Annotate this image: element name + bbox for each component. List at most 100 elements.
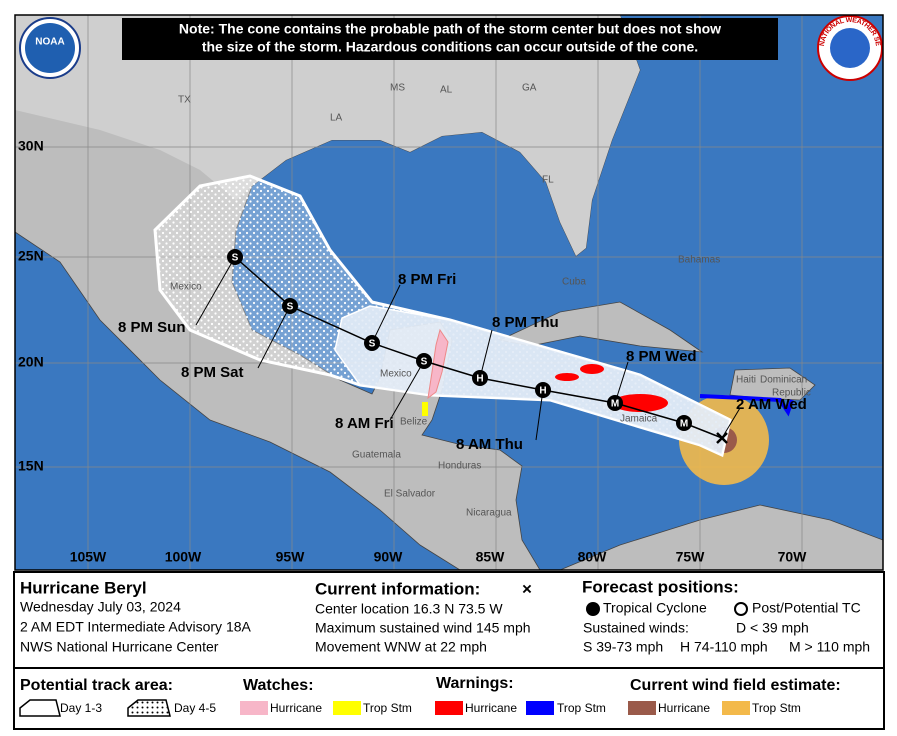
place-label: Dominican (760, 375, 807, 386)
us-land (15, 15, 640, 256)
place-label: Belize (400, 417, 428, 428)
noaa-text: NOAA (35, 37, 64, 48)
storm-line: Wednesday July 03, 2024 (20, 599, 181, 615)
noaa-logo-inner (25, 23, 75, 73)
place-label: Nicaragua (466, 508, 512, 519)
place-label: LA (330, 113, 343, 124)
place-label: Haiti (736, 375, 756, 386)
point-letter: S (232, 253, 239, 264)
place-label: Cuba (562, 277, 586, 288)
legend-item: Trop Stm (363, 701, 412, 715)
legend-item: Hurricane (658, 701, 710, 715)
lon-label: 100W (165, 549, 202, 565)
current-position (716, 432, 728, 444)
forecast-label: 8 AM Fri (335, 415, 394, 432)
day13-swatch (19, 699, 61, 717)
place-label: Guatemala (352, 450, 401, 461)
place-label: Republic (772, 388, 811, 399)
forecast-key: H 74-110 mph (680, 639, 768, 655)
forecast-label: 8 PM Wed (626, 348, 697, 365)
leader-lines (195, 256, 741, 441)
trop-storm-watch (422, 402, 428, 416)
point-letter: M (680, 419, 688, 430)
forecast-key: D < 39 mph (736, 620, 809, 636)
forecast-key: S 39-73 mph (583, 639, 663, 655)
wind-swatch (628, 701, 656, 715)
place-label: Mexico (170, 282, 202, 293)
lat-label: 30N (18, 138, 44, 154)
map: M M H H S S S S TX LA MS AL GA FL Mexico… (15, 15, 883, 570)
lon-label: 75W (676, 549, 706, 565)
current-line: Movement WNW at 22 mph (315, 639, 487, 655)
place-label: FL (542, 175, 554, 186)
lat-label: 15N (18, 458, 44, 474)
forecast-key: Post/Potential TC (752, 600, 861, 616)
legend-heading: Potential track area: (20, 677, 173, 694)
forecast-label: 8 AM Thu (456, 436, 523, 453)
current-symbol: × (522, 579, 532, 598)
lon-label: 70W (778, 549, 808, 565)
forecast-points (227, 249, 692, 431)
legend-heading: Current wind field estimate: (630, 677, 841, 694)
place-label: Mexico (380, 369, 412, 380)
lon-label: 85W (476, 549, 506, 565)
point-letter: H (476, 374, 483, 385)
tc-symbol (586, 602, 600, 616)
place-label: MS (390, 83, 405, 94)
place-label: El Salvador (384, 489, 436, 500)
place-label: Honduras (438, 461, 481, 472)
place-label: Jamaica (620, 414, 658, 425)
lon-label: 105W (70, 549, 107, 565)
forecast-label: 2 AM Wed (736, 396, 807, 413)
storm-name: Hurricane Beryl (20, 578, 147, 597)
watch-swatch (333, 701, 361, 715)
day45-swatch (127, 699, 171, 717)
map-frame (14, 14, 884, 571)
legend-item: Day 1-3 (60, 701, 102, 715)
legend-item: Day 4-5 (174, 701, 216, 715)
watch-swatch (240, 701, 268, 715)
forecast-label: 8 PM Thu (492, 314, 559, 331)
legend-item: Hurricane (270, 701, 322, 715)
note-line: the size of the storm. Hazardous conditi… (202, 39, 698, 55)
ptc-symbol (734, 602, 748, 616)
legend-item: Trop Stm (752, 701, 801, 715)
place-label: AL (440, 85, 453, 96)
cone-day-1-3 (334, 305, 731, 457)
hurricane-warning (580, 364, 604, 374)
point-letter: M (611, 399, 619, 410)
nws-logo-inner (830, 28, 870, 68)
forecast-heading: Forecast positions: (582, 577, 739, 596)
place-label: GA (522, 83, 537, 94)
note-line: Note: The cone contains the probable pat… (179, 21, 721, 37)
lon-label: 90W (374, 549, 404, 565)
point-letter: H (539, 386, 546, 397)
warning-swatch (526, 701, 554, 715)
point-letter: S (287, 302, 294, 313)
lon-label: 80W (578, 549, 608, 565)
forecast-label: 8 PM Sun (118, 319, 186, 336)
current-line: Maximum sustained wind 145 mph (315, 620, 531, 636)
current-line: Center location 16.3 N 73.5 W (315, 601, 503, 617)
warning-swatch (435, 701, 463, 715)
note-box (122, 18, 778, 60)
legend-item: Hurricane (465, 701, 517, 715)
trop-storm-warning (699, 394, 794, 417)
legend-item: Trop Stm (557, 701, 606, 715)
lat-label: 25N (18, 248, 44, 264)
hurricane-warning (612, 394, 668, 412)
storm-line: NWS National Hurricane Center (20, 639, 219, 655)
cuba (498, 301, 704, 353)
forecast-key: Tropical Cyclone (603, 600, 707, 616)
place-label: TX (178, 95, 191, 106)
hispaniola (729, 367, 816, 401)
current-heading: Current information: (315, 579, 480, 598)
point-letter: S (421, 357, 428, 368)
forecast-key: M > 110 mph (789, 639, 870, 655)
forecast-label: 8 PM Fri (398, 271, 456, 288)
hurricane-warning (555, 373, 579, 381)
point-letter: S (369, 339, 376, 350)
place-label: Bahamas (678, 255, 720, 266)
lat-label: 20N (18, 354, 44, 370)
